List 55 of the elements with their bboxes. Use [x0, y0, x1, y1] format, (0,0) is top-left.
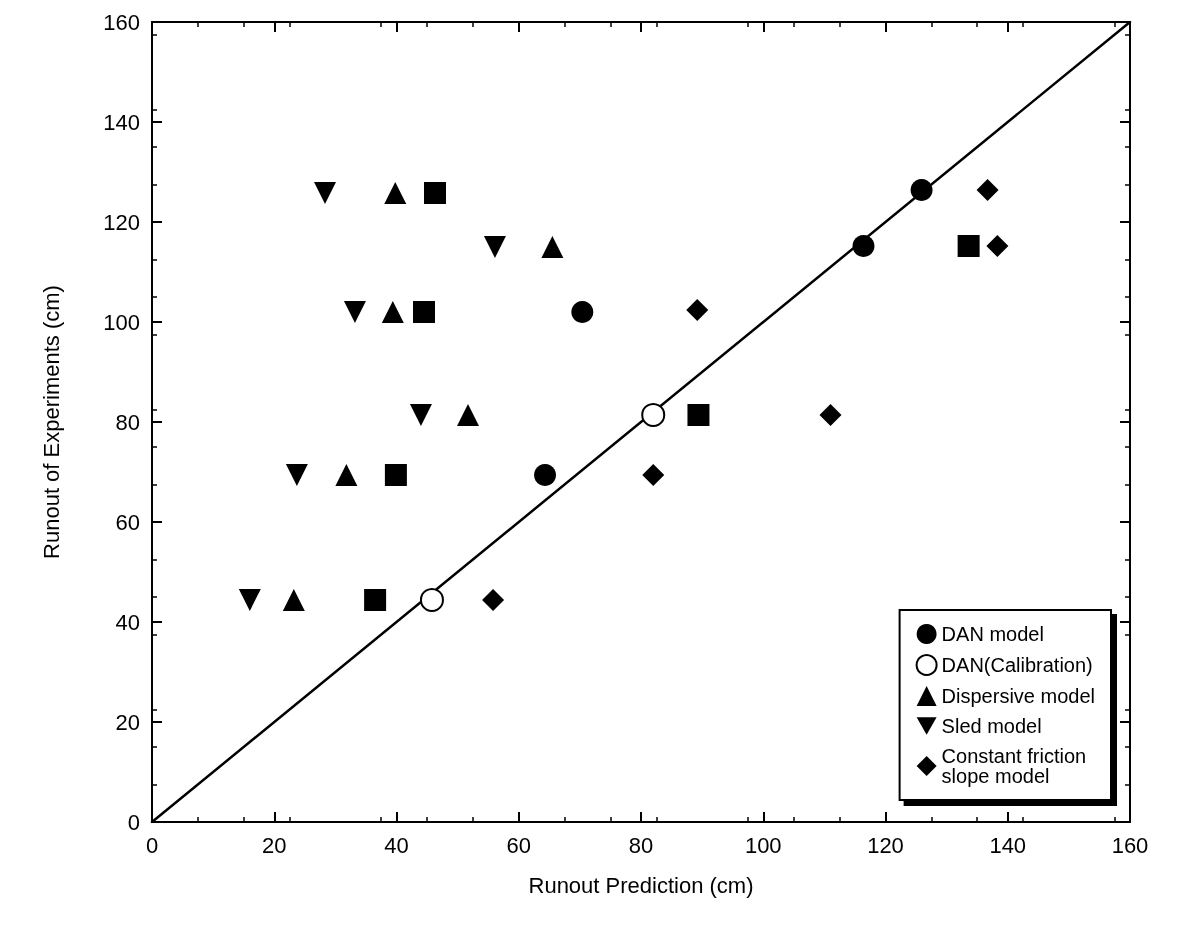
point	[686, 299, 709, 321]
y-tick-label: 160	[103, 9, 140, 35]
point	[457, 404, 480, 426]
point	[424, 182, 447, 204]
point	[986, 235, 1009, 257]
x-axis-title: Runout Prediction (cm)	[528, 872, 754, 898]
x-tick-label: 20	[262, 832, 287, 858]
legend-label: Dispersive model	[941, 685, 1095, 707]
point	[819, 404, 842, 426]
point	[852, 235, 875, 257]
y-tick-label: 140	[103, 109, 140, 135]
x-tick-label: 60	[506, 832, 531, 858]
x-tick-label: 140	[989, 832, 1027, 858]
point	[384, 182, 407, 204]
point	[482, 589, 505, 611]
point	[642, 464, 665, 486]
point	[384, 464, 407, 486]
point	[413, 301, 436, 323]
x-tick-label: 100	[744, 832, 782, 858]
point	[571, 301, 594, 323]
x-tick-label: 40	[384, 832, 409, 858]
point	[957, 235, 980, 257]
point	[976, 179, 999, 201]
x-tick-label: 80	[628, 832, 654, 858]
x-tick-label: 0	[145, 832, 159, 858]
point	[541, 236, 564, 258]
point	[687, 404, 710, 426]
y-tick-label: 60	[115, 509, 140, 535]
y-tick-label: 20	[115, 709, 140, 735]
point	[285, 464, 308, 486]
point	[641, 403, 666, 427]
x-tick-label: 160	[1111, 832, 1149, 858]
y-tick-label: 40	[115, 609, 140, 635]
point	[483, 236, 506, 258]
point	[409, 404, 432, 426]
point	[419, 588, 444, 612]
point	[534, 464, 557, 486]
y-axis-title: Runout of Experiments (cm)	[38, 285, 64, 559]
legend-label: DAN model	[941, 623, 1044, 645]
legend-label: Constant friction slope model	[941, 745, 1092, 787]
y-tick-label: 0	[127, 809, 140, 835]
point	[282, 589, 305, 611]
point	[238, 589, 261, 611]
point	[910, 179, 933, 201]
point	[381, 301, 404, 323]
y-tick-label: 100	[103, 309, 140, 335]
point	[313, 182, 336, 204]
point	[343, 301, 366, 323]
y-tick-label: 80	[115, 409, 140, 435]
legend-label: Sled model	[941, 715, 1042, 737]
y-tick-label: 120	[103, 209, 140, 235]
point	[364, 589, 387, 611]
point	[335, 464, 358, 486]
x-tick-label: 120	[867, 832, 904, 858]
legend-label: DAN(Calibration)	[941, 654, 1093, 676]
